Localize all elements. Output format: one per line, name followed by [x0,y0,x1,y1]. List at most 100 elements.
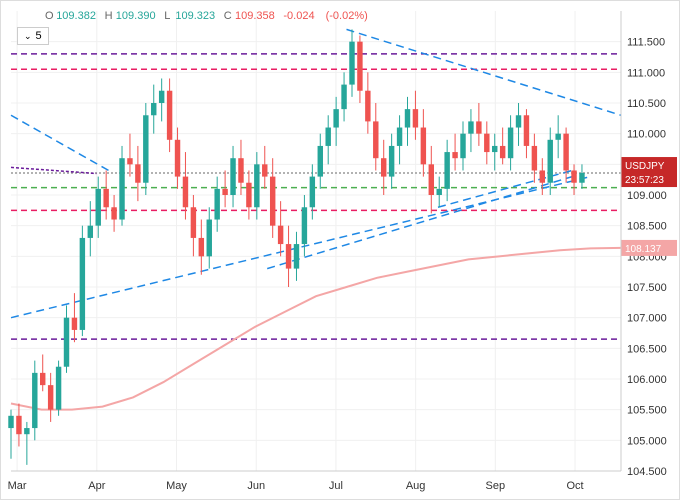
x-axis-label: Mar [8,480,27,492]
candle-body [444,152,449,189]
x-axis-label: Sep [486,480,506,492]
candle-body [64,318,69,367]
x-axis-label: Oct [566,480,583,492]
y-axis-label: 109.000 [627,190,667,202]
candle-body [452,152,457,158]
candle-body [460,134,465,159]
y-axis-label: 107.500 [627,282,667,294]
candle-body [222,189,227,195]
y-axis-label: 104.500 [627,466,667,478]
candle-body [278,226,283,244]
candle-body [563,134,568,171]
y-axis-label: 105.500 [627,405,667,417]
ohlc-value: O [45,10,54,22]
y-axis-label: 110.000 [627,129,666,141]
candle-body [405,109,410,127]
candle-body [357,42,362,91]
ohlc-value: 109.358 [235,10,275,22]
candle-body [579,173,584,183]
candle-body [492,146,497,152]
candle-body [437,189,442,195]
candle-body [389,146,394,177]
y-axis-label: 110.500 [627,98,666,110]
candle-body [270,177,275,226]
candle-body [397,128,402,146]
y-axis-label: 105.000 [627,435,667,447]
candle-body [429,164,434,195]
candle-body [365,91,370,122]
chevron-down-icon: ⌄ [24,31,32,42]
candle-body [286,244,291,269]
candle-body [214,189,219,220]
y-axis-label: 111.500 [627,37,665,49]
candle-body [135,164,140,182]
candle-body [72,318,77,330]
candle-body [373,121,378,158]
candle-body [349,42,354,85]
candle-body [111,207,116,219]
candle-body [532,146,537,171]
candle-body [325,128,330,146]
candle-body [80,238,85,330]
candle-body [183,177,188,208]
ma-value: 108.137 [625,244,662,255]
candle-body [175,140,180,177]
candle-body [508,128,513,159]
candle-body [262,164,267,176]
timeframe-selector[interactable]: ⌄ 5 [17,27,49,45]
candle-body [143,115,148,182]
candle-body [159,91,164,103]
candle-body [318,146,323,177]
candle-body [524,115,529,146]
candle-body [56,367,61,410]
candle-body [103,189,108,207]
candle-body [151,103,156,115]
chart-container: 104.500 105.000 105.500 106.000 106.500 107.0… [0,0,680,500]
candle-body [571,170,576,182]
candle-body [16,416,21,434]
ohlc-value: C [224,10,232,22]
x-axis-label: May [166,480,187,492]
y-axis-label: 107.000 [627,313,667,325]
candle-body [238,158,243,183]
candlestick-chart[interactable]: 104.500 105.000 105.500 106.000 106.500 107.0… [1,1,680,501]
candle-body [24,428,29,434]
candle-body [421,128,426,165]
candle-body [199,238,204,256]
candle-body [540,170,545,182]
candle-body [476,121,481,133]
candle-body [310,177,315,208]
y-axis-label: 111.000 [627,67,665,79]
candle-body [548,140,553,183]
y-axis-label: 106.500 [627,343,667,355]
candle-body [413,109,418,127]
ohlc-value: -0.024 [283,10,314,22]
ohlc-value: L [164,10,170,22]
x-axis-label: Aug [406,480,426,492]
ohlc-value: 109.382 [56,10,96,22]
candle-body [246,183,251,208]
symbol-label: USDJPY [625,161,665,172]
candle-body [555,134,560,140]
candle-body [500,146,505,158]
candle-body [167,91,172,140]
candle-body [302,207,307,244]
candle-body [8,416,13,428]
x-axis-label: Apr [88,480,105,492]
ohlc-value: 109.323 [175,10,215,22]
trend-line [11,115,109,170]
x-axis-label: Jun [247,480,265,492]
candle-body [48,385,53,410]
y-axis-label: 108.500 [627,221,667,233]
symbol-time: 23:57:23 [625,175,664,186]
moving-average-line [11,248,621,410]
y-axis-label: 106.000 [627,374,667,386]
candle-body [96,189,101,226]
candle-body [191,207,196,238]
ohlc-value: (-0.02%) [326,10,368,22]
candle-body [119,158,124,219]
candle-body [127,158,132,164]
ohlc-value: H [105,10,113,22]
candle-body [254,164,259,207]
x-axis-label: Jul [329,480,343,492]
